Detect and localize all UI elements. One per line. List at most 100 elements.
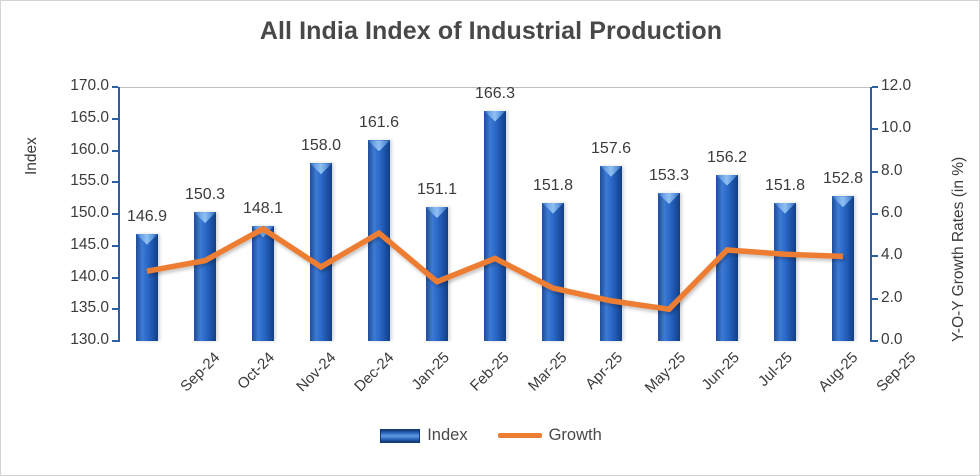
x-axis-category-label: Dec-24 [351,349,398,396]
bar-top-cap [716,174,738,186]
bar-top-cap [136,233,158,245]
bar-data-label: 151.1 [416,181,458,198]
bar-slot [408,87,466,341]
index-bar[interactable] [368,140,390,341]
left-axis-line [118,87,120,342]
bar-top-cap [368,140,390,152]
index-bar[interactable] [832,196,854,341]
bar-slot [350,87,408,341]
y-axis-right-tick-label: 8.0 [881,161,903,179]
bar-top-cap [832,196,854,208]
x-axis-category-label: Oct-24 [234,349,279,393]
bar-slot [524,87,582,341]
y-axis-right-tick-label: 4.0 [881,246,903,264]
growth-line-series [146,225,844,313]
y-axis-right-tick-label: 12.0 [881,77,912,94]
y-axis-left-tick [112,340,118,342]
y-axis-left-tick [112,276,118,279]
legend-bar-swatch-icon [380,428,421,443]
bar-data-label: 151.8 [764,176,806,194]
index-bar[interactable] [310,163,332,341]
x-axis-category-label: Nov-24 [293,349,340,396]
x-axis-line [118,87,872,88]
y-axis-right-tick [872,213,878,215]
x-axis-category-label: Jul-25 [754,349,796,390]
x-axis-category-label: Feb-25 [466,349,513,395]
index-bar[interactable] [484,110,506,341]
bar-data-label: 161.6 [358,114,400,132]
bar-top-cap [542,202,564,214]
index-bar[interactable] [542,202,564,341]
x-axis-category-label: Mar-25 [524,349,571,395]
legend-label-growth: Growth [548,426,602,444]
index-bar[interactable] [426,207,448,341]
bar-data-label: 157.6 [590,139,632,157]
y-axis-right-tick-label: 6.0 [881,204,903,221]
index-bar[interactable] [194,212,216,341]
y-axis-left-tick [112,308,118,311]
legend-item-growth[interactable]: Growth [497,426,602,445]
y-axis-left-tick-label: 155.0 [70,172,109,190]
y-axis-right-tick-label: 0.0 [881,331,903,348]
y-axis-right-tick [872,255,878,258]
bar-slot [466,87,524,341]
legend-item-index[interactable]: Index [380,426,468,445]
y-axis-left-tick-label: 135.0 [70,299,109,317]
bar-data-label: 153.3 [648,167,690,185]
x-axis-category-label: Aug-25 [815,349,862,396]
y-axis-right-tick [872,128,878,131]
x-axis-category-label: Apr-25 [582,349,627,393]
bar-data-label: 156.2 [706,148,748,166]
bar-top-cap [658,193,680,205]
bar-top-cap [426,207,448,219]
index-bar[interactable] [716,174,738,341]
bar-slot [292,87,350,341]
bar-slot [118,87,176,341]
left-axis-title: Index [23,137,40,175]
bar-top-cap [310,163,332,175]
bar-data-label: 148.1 [242,200,284,218]
plot-area: 170.0 165.0 160.0 155.0 150.0 145.0 140.0 135.0… [70,77,919,396]
y-axis-left-tick-label: 160.0 [70,140,109,158]
y-axis-left-tick-label: 170.0 [70,77,109,94]
bar-slot [698,87,756,341]
x-axis-category-label: May-25 [641,349,690,397]
y-axis-left-tick [112,213,118,215]
chart-title: All India Index of Industrial Production [259,17,723,45]
y-axis-left-tick-label: 130.0 [70,331,109,348]
y-axis-right-tick-label: 10.0 [881,119,912,137]
y-axis-right-tick [872,170,878,173]
bar-slot [814,87,872,341]
bar-top-cap [774,202,796,214]
bar-slot [756,87,814,341]
x-axis-category-label: Jun-25 [698,349,743,394]
index-bar[interactable] [136,233,158,341]
bar-data-label: 151.8 [532,176,574,194]
y-axis-left-tick [112,181,118,184]
bar-data-label: 152.8 [822,170,864,188]
bar-top-cap [600,165,622,177]
bar-data-label: 166.3 [474,84,516,102]
y-axis-right-tick [872,340,878,342]
bar-top-cap [194,212,216,224]
x-axis-category-label: Sep-25 [873,349,920,396]
y-axis-left-tick-label: 150.0 [70,204,109,221]
bar-data-label: 158.0 [300,137,342,155]
x-axis-category-label: Sep-24 [177,349,224,396]
right-axis-title: Y-O-Y Growth Rates (in %) [950,156,967,342]
y-axis-right-tick-label: 2.0 [881,288,903,306]
right-axis-line [870,87,872,342]
bar-slot [176,87,234,341]
y-axis-left-tick-label: 140.0 [70,267,109,285]
x-axis-category-label: Jan-25 [408,349,453,394]
bar-data-label: 150.3 [184,186,226,204]
y-axis-left-tick [112,86,118,88]
y-axis-left-tick [112,149,118,152]
legend-line-swatch-icon [497,433,542,438]
y-axis-right-tick [872,297,878,300]
y-axis-left-tick [112,244,118,247]
y-axis-left-tick-label: 165.0 [70,108,109,126]
y-axis-right-tick [872,86,878,88]
index-bar[interactable] [774,202,796,341]
